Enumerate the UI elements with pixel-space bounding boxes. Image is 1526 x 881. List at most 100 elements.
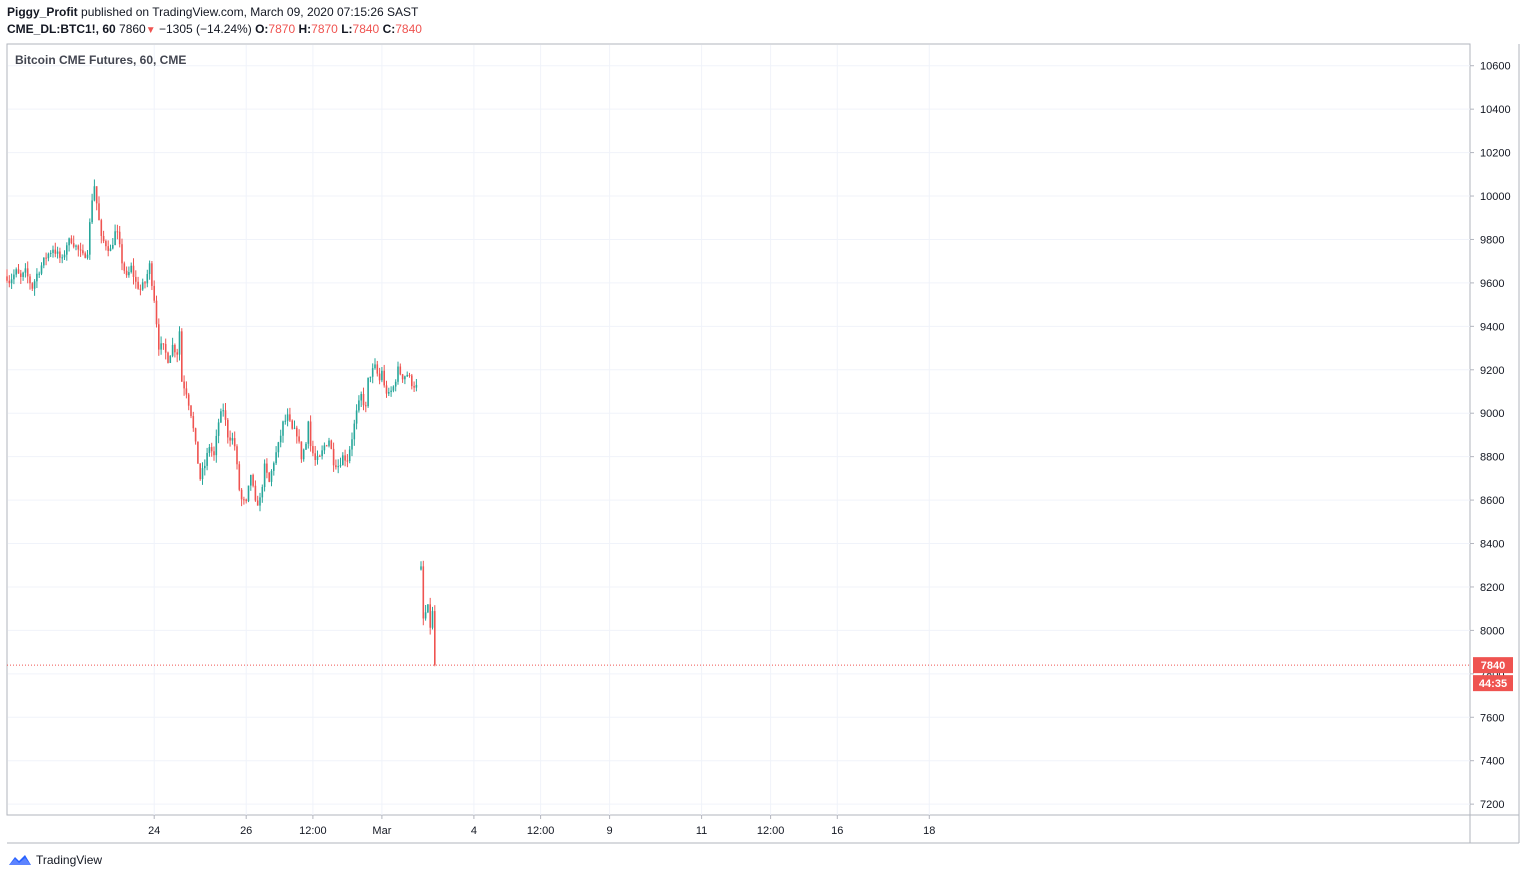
candle-body [360, 393, 362, 401]
candle-body [144, 282, 146, 284]
candle-body [286, 414, 289, 421]
candle-body [394, 381, 397, 387]
x-tick-label: Mar [372, 825, 391, 837]
open-label: O: [255, 22, 269, 36]
candle-body [199, 463, 201, 480]
candle-body [47, 253, 50, 259]
x-tick-label: 12:00 [527, 825, 555, 837]
candle-body [378, 373, 381, 381]
candle-body [411, 375, 413, 387]
candle-body [72, 243, 75, 247]
y-tick-label: 10600 [1480, 61, 1511, 73]
candle-body [282, 421, 284, 436]
candle-body [351, 439, 353, 450]
candle-body [130, 265, 132, 273]
candle-body [17, 269, 20, 274]
candle-body [31, 283, 34, 289]
plot-area[interactable] [6, 43, 1471, 816]
candle-body [75, 245, 77, 247]
candle-body [296, 427, 298, 437]
candle-body [38, 273, 40, 275]
y-tick-label: 7200 [1480, 799, 1504, 811]
candle-body [323, 445, 326, 451]
candle-body [68, 238, 70, 246]
close-label: C: [382, 22, 396, 36]
candle-body [268, 472, 270, 482]
tradingview-brand[interactable]: TradingView [8, 853, 102, 867]
candle-body [79, 249, 82, 251]
candle-body [266, 463, 268, 473]
price-change: −1305 (−14.24%) [158, 22, 252, 36]
x-tick-label: 9 [607, 825, 613, 837]
candle-body [24, 268, 27, 273]
candle-body [362, 393, 365, 406]
candle-body [162, 343, 165, 345]
candle-body [33, 281, 36, 289]
candle-body [84, 253, 86, 258]
candle-body [392, 386, 395, 391]
candle-body [383, 370, 385, 386]
current-price-tag [1473, 657, 1513, 674]
candle-body [413, 386, 415, 388]
candle-body [238, 464, 241, 490]
candle-body [332, 448, 335, 466]
y-tick-label: 9800 [1480, 234, 1504, 246]
candle-body [275, 452, 277, 464]
candle-body [325, 445, 328, 447]
candle-body [291, 420, 293, 429]
candle-body [259, 497, 261, 506]
x-tick-label: 12:00 [299, 825, 327, 837]
candle-body [102, 235, 105, 242]
candle-body [29, 276, 31, 284]
ohlc-legend: CME_DL:BTC1!, 60 7860▼ −1305 (−14.24%) O… [7, 21, 422, 39]
last-price: 7860 [119, 22, 146, 36]
y-tick-label: 10200 [1480, 148, 1511, 160]
candle-body [388, 392, 390, 394]
candle-body [371, 368, 374, 377]
candle-body [63, 254, 66, 258]
candle-body [8, 280, 11, 284]
candle-body [256, 500, 259, 506]
x-tick-label: 26 [240, 825, 252, 837]
candle-body [167, 352, 169, 363]
candle-body [158, 324, 160, 350]
candle-body [245, 499, 247, 502]
candle-body [146, 274, 149, 284]
candle-body [137, 281, 139, 289]
candle-body [40, 265, 43, 274]
candle-body [135, 276, 137, 282]
x-tick-label: 16 [831, 825, 843, 837]
candle-body [279, 435, 282, 443]
candle-body [298, 436, 300, 442]
candle-body [284, 420, 287, 422]
brand-name: TradingView [36, 853, 103, 867]
y-tick-label: 9000 [1480, 408, 1504, 420]
candle-body [337, 466, 339, 468]
candle-body [335, 465, 337, 468]
candle-body [208, 447, 211, 453]
candle-body [6, 276, 8, 281]
candle-body [178, 331, 181, 355]
candle-body [70, 238, 73, 244]
x-tick-label: 18 [923, 825, 935, 837]
candle-body [353, 423, 356, 440]
candle-body [201, 468, 204, 480]
candle-body [190, 405, 192, 417]
candle-body [273, 463, 275, 471]
candle-body [321, 450, 323, 457]
y-tick-label: 9600 [1480, 278, 1504, 290]
candle-body [20, 273, 22, 277]
author-name[interactable]: Piggy_Profit [7, 5, 78, 19]
candle-body [13, 274, 15, 280]
x-tick-label: 24 [148, 825, 160, 837]
candle-body [346, 460, 349, 462]
candle-body [319, 455, 321, 457]
candle-body [381, 370, 383, 381]
candle-body [233, 438, 236, 447]
low-value: 7840 [352, 22, 380, 36]
candle-body [344, 455, 346, 461]
candle-body [114, 231, 116, 246]
candle-body [153, 285, 155, 301]
candle-body [307, 421, 310, 444]
